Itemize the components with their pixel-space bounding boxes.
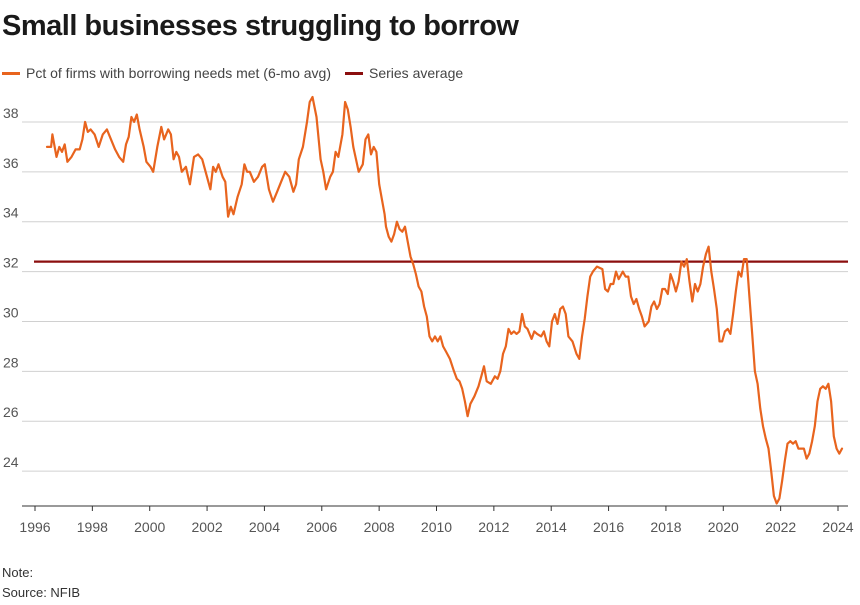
- y-tick-label: 26: [3, 404, 19, 420]
- legend-item-average: Series average: [345, 65, 463, 81]
- x-tick-label: 2024: [822, 519, 853, 535]
- chart-source: Source: NFIB: [2, 585, 81, 600]
- x-tick-label: 2000: [134, 519, 165, 535]
- x-tick-label: 1998: [77, 519, 108, 535]
- y-tick-label: 28: [3, 354, 19, 370]
- y-tick-label: 34: [3, 205, 19, 221]
- y-tick-label: 36: [3, 155, 19, 171]
- legend-item-firms: Pct of firms with borrowing needs met (6…: [2, 65, 331, 81]
- legend-swatch-darkred: [345, 71, 363, 75]
- y-tick-label: 24: [3, 454, 19, 470]
- y-tick-label: 30: [3, 304, 19, 320]
- legend-swatch-orange: [2, 71, 20, 75]
- y-tick-label: 38: [3, 105, 19, 121]
- x-tick-label: 2022: [765, 519, 796, 535]
- x-tick-label: 2018: [650, 519, 681, 535]
- legend-label-firms: Pct of firms with borrowing needs met (6…: [26, 65, 331, 81]
- x-tick-label: 2004: [249, 519, 280, 535]
- x-tick-label: 2002: [191, 519, 222, 535]
- x-tick-label: 2008: [364, 519, 395, 535]
- x-tick-label: 2012: [478, 519, 509, 535]
- x-tick-label: 2014: [536, 519, 567, 535]
- y-tick-label: 32: [3, 255, 19, 271]
- x-tick-label: 1996: [19, 519, 50, 535]
- chart-title: Small businesses struggling to borrow: [2, 10, 519, 42]
- legend-label-average: Series average: [369, 65, 464, 81]
- x-tick-label: 2010: [421, 519, 452, 535]
- chart-note: Note:: [2, 565, 34, 580]
- x-tick-label: 2006: [306, 519, 337, 535]
- x-tick-label: 2020: [708, 519, 739, 535]
- chart-legend: Pct of firms with borrowing needs met (6…: [2, 63, 477, 83]
- x-tick-label: 2016: [593, 519, 624, 535]
- series-line-firms: [45, 95, 844, 505]
